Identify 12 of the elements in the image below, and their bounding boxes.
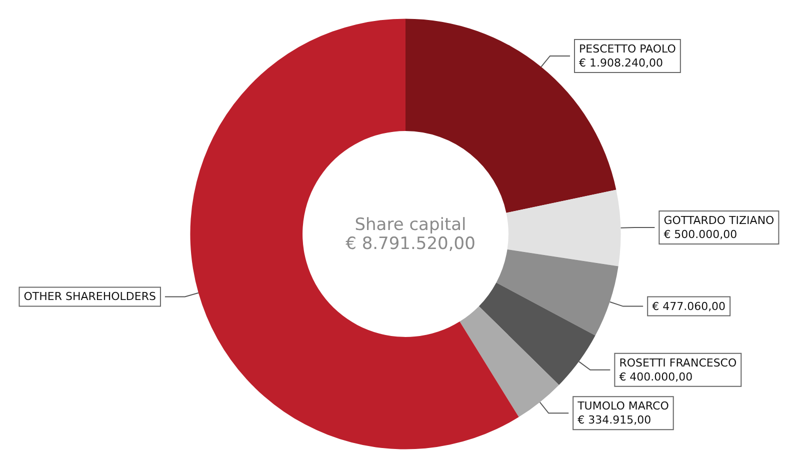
- slice-label: OTHER SHAREHOLDERS: [24, 290, 156, 304]
- slice-label: PESCETTO PAOLO: [579, 42, 676, 56]
- data-label: € 477.060,00: [652, 300, 726, 313]
- slice-label: TUMOLO MARCO: [576, 400, 670, 413]
- data-label: € 500.000,00: [664, 228, 738, 242]
- text: € 8.791.520,00: [346, 234, 476, 254]
- data-label: € 334.915,00: [578, 414, 652, 427]
- data-label: € 1.908.240,00: [579, 56, 663, 70]
- slice-label: GOTTARDO TIZIANO: [664, 214, 775, 228]
- data-label: € 400.000,00: [619, 370, 693, 384]
- text: Share capital: [354, 214, 466, 235]
- slice-label: ROSETTI FRANCESCO: [619, 356, 737, 370]
